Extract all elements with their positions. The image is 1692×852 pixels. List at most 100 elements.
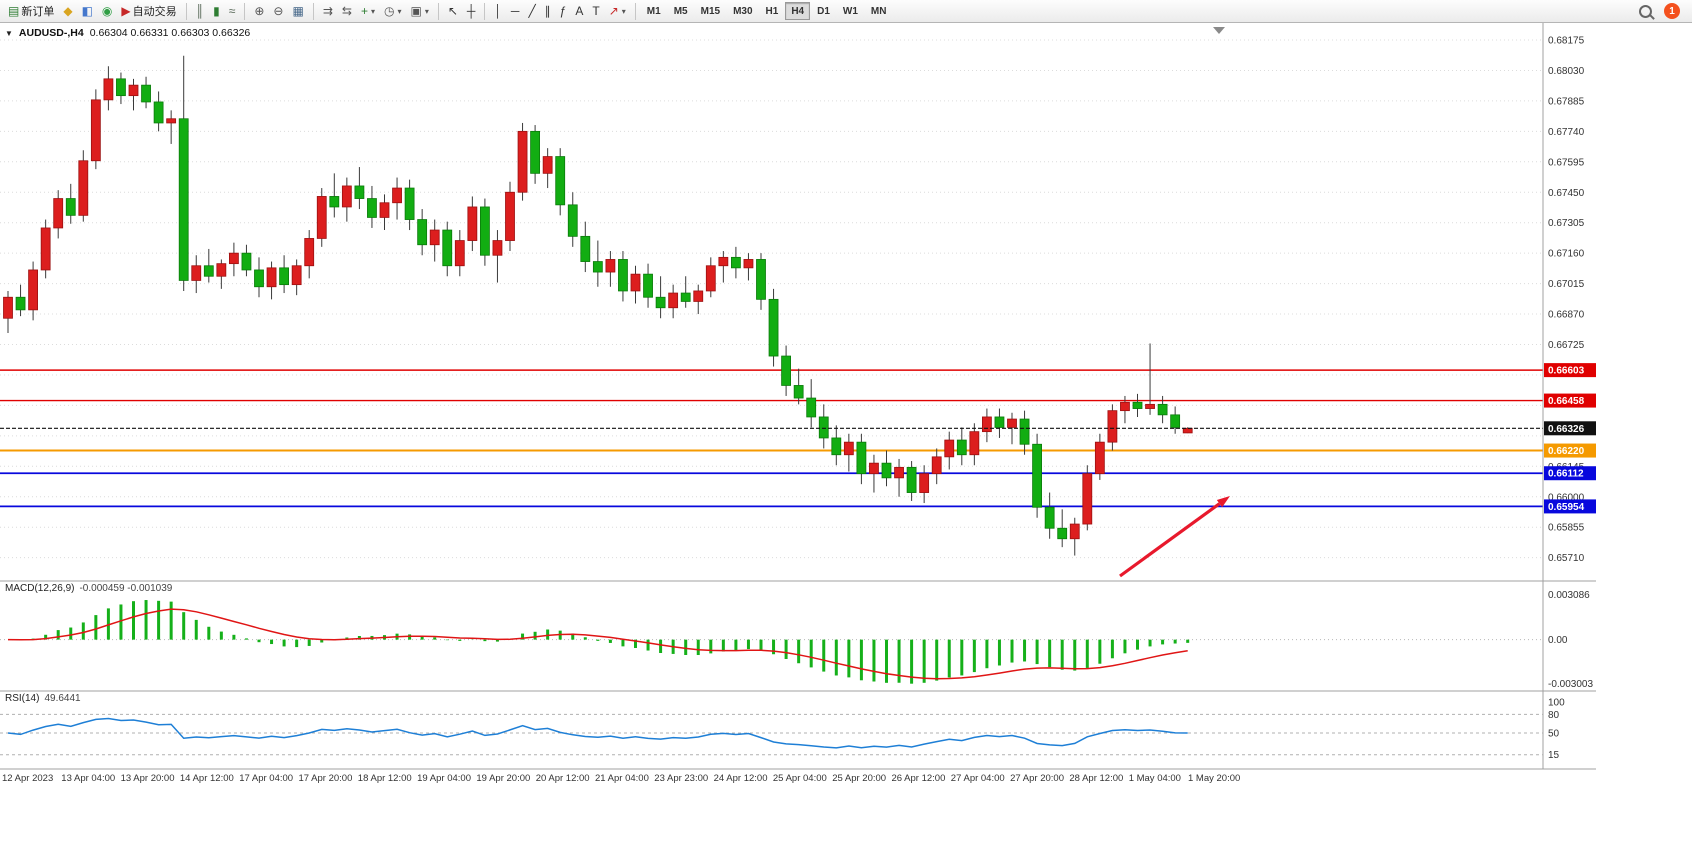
candle [592,240,603,287]
arrows-tool-button[interactable]: ↗ ▾ [605,1,630,21]
timeframe-m1-button[interactable]: M1 [641,2,667,20]
chart-shift-icon: ⇆ [341,4,352,18]
macd-axis-label: 0.003086 [1548,590,1590,601]
candle [78,150,89,222]
rsi-indicator-label: RSI(14) 49.6441 [5,693,81,704]
candle [90,89,101,170]
indicators-button[interactable]: + ▾ [357,1,379,21]
timeframe-h1-button[interactable]: H1 [760,2,785,20]
chart-window-button[interactable]: ◧ [78,1,97,21]
auto-scroll-button[interactable]: ⇉ [319,1,337,21]
macd-values: -0.000459 -0.001039 [79,583,173,594]
price-tick-label: 0.68175 [1548,36,1585,47]
market-watch-button[interactable]: ◆ [59,1,76,21]
equidistant-channel-button[interactable]: ∥ [541,1,555,21]
timeframe-d1-button[interactable]: D1 [811,2,836,20]
trendline-icon: ╱ [528,4,536,18]
macd-indicator-label: MACD(12,26,9) -0.000459 -0.001039 [5,583,172,594]
rsi-value: 49.6441 [44,693,81,704]
horizontal-line-button[interactable]: ─ [507,1,524,21]
chart-shift-marker[interactable] [1213,27,1225,34]
ohlc-bars-button[interactable]: ║ [192,1,209,21]
candlesticks-button[interactable]: ▮ [209,1,224,21]
candle [15,284,26,317]
time-tick-label: 25 Apr 04:00 [773,773,827,784]
candle [1007,412,1017,445]
navigator-button[interactable]: ◉ [98,1,116,21]
time-tick-label: 19 Apr 20:00 [476,773,530,784]
auto-trading-button[interactable]: ▶ 自动交易 [117,1,180,21]
candle [768,288,779,367]
tile-windows-button[interactable]: ▦ [288,1,307,21]
candle [956,427,967,466]
time-tick-label: 14 Apr 12:00 [180,773,234,784]
rsi-title: RSI(14) [5,693,40,704]
new-order-button[interactable]: ▤ 新订单 [4,1,58,21]
candle [731,246,741,279]
line-chart-button[interactable]: ≈ [225,1,240,21]
candle [166,110,177,144]
candle [141,76,151,109]
candle [266,261,277,300]
candle [655,276,666,319]
price-tick-label: 0.67160 [1548,249,1585,260]
toolbar-separator [437,2,439,20]
zoom-out-button[interactable]: ⊖ [269,1,287,21]
text-button[interactable]: A [571,1,587,21]
crosshair-button[interactable]: ┼ [463,1,480,21]
rsi-axis-label: 50 [1548,729,1560,740]
text-label-button[interactable]: T [588,1,603,21]
candle [1019,410,1030,455]
timeframe-w1-button[interactable]: W1 [837,2,864,20]
svg-text:0.65954: 0.65954 [1548,502,1585,513]
candle [969,423,980,466]
crosshair-icon: ┼ [466,4,476,18]
candle [28,261,39,321]
candle [580,221,591,273]
time-tick-label: 13 Apr 20:00 [121,773,175,784]
zoom-in-button[interactable]: ⊕ [250,1,268,21]
trend-arrow[interactable] [1119,496,1230,578]
timeframe-m30-button[interactable]: M30 [727,2,758,20]
toolbar-left: ▤ 新订单 ◆ ◧ ◉ ▶ 自动交易 ║ ▮ ≈ ⊕ ⊖ ▦ ⇉ ⇆ + ▾ ◷ ▾ ▣ ▾ ↖ ┼ │ ─ ╱ ∥ ƒ A T ↗ ▾ M1 M… [4,1,892,21]
candle [906,461,917,501]
market-watch-icon: ◆ [63,4,73,18]
candle [492,230,503,283]
vertical-line-button[interactable]: │ [490,1,506,21]
timeframe-m5-button[interactable]: M5 [668,2,694,20]
candle [1044,492,1055,539]
time-tick-label: 24 Apr 12:00 [714,773,768,784]
svg-text:0.66112: 0.66112 [1548,469,1584,480]
timeframe-h4-button[interactable]: H4 [785,2,811,20]
trendline-button[interactable]: ╱ [524,1,539,21]
fibonacci-button[interactable]: ƒ [556,1,571,21]
rsi-axis-label: 100 [1548,698,1565,709]
candle [705,257,716,298]
time-tick-label: 27 Apr 20:00 [1010,773,1064,784]
notification-badge[interactable]: 1 [1664,3,1680,19]
time-tick-label: 1 May 04:00 [1129,773,1181,784]
support-1-badge [1544,466,1596,481]
candle [479,198,490,266]
candle [228,242,239,277]
one-click-expander-icon[interactable]: ▼ [5,28,13,38]
periods-button[interactable]: ◷ ▾ [380,1,406,21]
resistance-2-badge [1544,393,1596,408]
timeframe-mn-button[interactable]: MN [865,2,893,20]
timeframe-m15-button[interactable]: M15 [695,2,726,20]
chart-shift-button[interactable]: ⇆ [338,1,356,21]
time-tick-label: 13 Apr 04:00 [61,773,115,784]
candle [843,433,854,472]
cursor-button[interactable]: ↖ [444,1,462,21]
new-order-label: 新订单 [21,6,55,18]
templates-button[interactable]: ▣ ▾ [406,1,432,21]
candlesticks-icon: ▮ [213,4,220,18]
toolbar-separator [634,2,636,20]
search-button[interactable] [1635,1,1656,21]
support-2-badge [1544,499,1596,514]
candle [116,72,126,105]
candle [818,404,829,449]
svg-text:0.66458: 0.66458 [1548,396,1585,407]
candle [793,368,804,405]
